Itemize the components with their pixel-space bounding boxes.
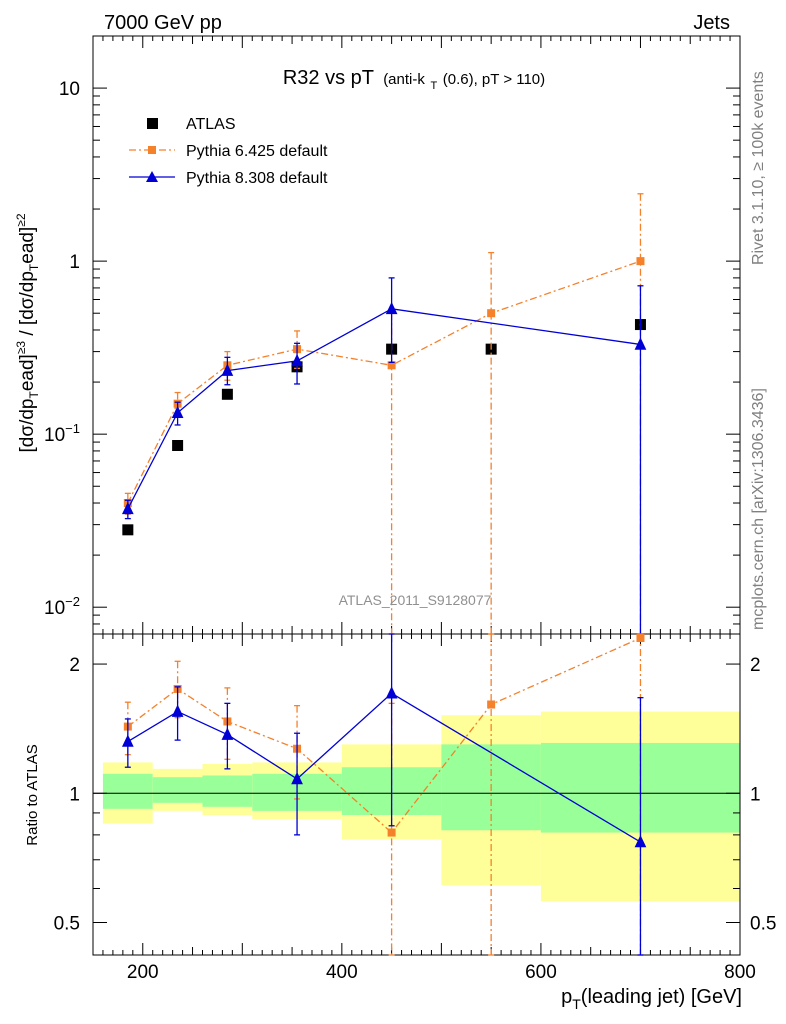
mcplots-label: mcplots.cern.ch [arXiv:1306.3436] bbox=[750, 388, 767, 630]
header-left: 7000 GeV pp bbox=[104, 12, 222, 34]
pythia8-point bbox=[171, 405, 184, 418]
x-tick-label: 600 bbox=[525, 962, 557, 983]
main-y-label: [dσ/dpTead]≥3 / [dσ/dpTead]≥2 bbox=[14, 213, 41, 452]
xlabel-main: p bbox=[561, 986, 572, 1008]
pythia8-ratio-point bbox=[221, 727, 234, 740]
tick-exponent: −2 bbox=[65, 594, 80, 609]
legend-marker-atlas bbox=[147, 118, 158, 129]
rivet-label: Rivet 3.1.10, ≥ 100k events bbox=[750, 71, 767, 265]
ylabel-part-8: ≥2 bbox=[14, 213, 28, 227]
atlas-point bbox=[221, 388, 233, 400]
x-tick-label: 200 bbox=[127, 962, 159, 983]
pythia8-ratio-point bbox=[121, 734, 134, 747]
main-y-tick-label: 10−2 bbox=[44, 594, 80, 619]
analysis-label: ATLAS_2011_S9128077 bbox=[339, 592, 492, 608]
pythia6-line bbox=[127, 260, 641, 504]
band-1sigma bbox=[152, 777, 203, 803]
pythia8-ratio-point bbox=[171, 704, 184, 717]
header-right: Jets bbox=[693, 12, 730, 34]
tick-base: 10 bbox=[44, 425, 65, 446]
ratio-y-tick-label-right: 1 bbox=[750, 784, 761, 805]
chart-title-sub-end: (0.6), pT > 110) bbox=[443, 71, 545, 88]
tick-base: 10 bbox=[59, 79, 80, 100]
pythia8-point bbox=[634, 337, 647, 350]
pythia8-point bbox=[121, 501, 134, 515]
main-y-tick-label: 10 bbox=[59, 79, 80, 100]
ratio-y-tick-label: 2 bbox=[69, 655, 80, 676]
chart-title-sub-index: T bbox=[430, 80, 437, 92]
tick-exponent: −1 bbox=[65, 421, 80, 436]
pythia8-ratio-line bbox=[127, 692, 641, 843]
chart-title-main: R32 vs pT bbox=[283, 67, 374, 89]
atlas-point bbox=[122, 524, 134, 536]
pythia8-line bbox=[127, 308, 641, 510]
pythia8-point bbox=[221, 363, 234, 376]
x-tick-label: 800 bbox=[724, 962, 756, 983]
xlabel-sub: T bbox=[572, 996, 581, 1012]
main-y-tick-label: 1 bbox=[69, 252, 80, 273]
pythia8-point bbox=[291, 353, 303, 367]
ylabel-part-6: T bbox=[27, 263, 41, 271]
main-series bbox=[121, 193, 647, 635]
pythia6-ratio-point bbox=[487, 700, 496, 709]
pythia8-ratio-point bbox=[291, 771, 303, 785]
ratio-frame bbox=[92, 633, 741, 956]
xlabel-end: (leading jet) [GeV] bbox=[581, 986, 742, 1008]
legend-label-atlas: ATLAS bbox=[186, 116, 236, 133]
ylabel-part-3: ead] bbox=[17, 354, 38, 391]
ylabel-part-5: / [dσ/dp bbox=[17, 271, 38, 341]
ratio-y-tick-label: 0.5 bbox=[54, 913, 80, 934]
pythia6-ratio-point bbox=[636, 634, 645, 643]
pythia8-ratio-point bbox=[385, 686, 398, 699]
ylabel-part-4: ≥3 bbox=[14, 341, 28, 355]
ratio-y-tick-label-right: 0.5 bbox=[750, 913, 776, 934]
ratio-series bbox=[121, 633, 647, 956]
pythia6-point bbox=[487, 309, 496, 318]
legend-marker-pythia8 bbox=[146, 171, 158, 182]
chart-title: R32 vs pT (anti-k T (0.6), pT > 110) bbox=[283, 67, 545, 94]
ylabel-part-1: [dσ/dp bbox=[17, 399, 38, 453]
legend: ATLAS Pythia 6.425 default Pythia 8.308 … bbox=[129, 116, 328, 187]
pythia6-ratio-point bbox=[387, 828, 396, 837]
legend-label-pythia8: Pythia 8.308 default bbox=[186, 170, 328, 187]
pythia6-point bbox=[387, 361, 396, 370]
ylabel-part-7: ead] bbox=[17, 227, 38, 264]
legend-label-pythia6: Pythia 6.425 default bbox=[186, 143, 328, 160]
ratio-y-tick-label-right: 2 bbox=[750, 655, 761, 676]
chart-title-sub: (anti-k bbox=[383, 71, 425, 88]
legend-marker-pythia6 bbox=[148, 146, 156, 154]
ylabel-part-2: T bbox=[27, 391, 41, 399]
ratio-bands bbox=[102, 711, 740, 902]
pythia8-point bbox=[385, 301, 398, 315]
band-1sigma bbox=[102, 773, 153, 809]
ratio-y-tick-label: 1 bbox=[69, 784, 80, 805]
atlas-point bbox=[172, 439, 184, 451]
x-axis-label: pT(leading jet) [GeV] bbox=[561, 986, 742, 1012]
tick-base: 1 bbox=[69, 252, 80, 273]
tick-base: 10 bbox=[44, 598, 65, 619]
x-tick-label: 400 bbox=[326, 962, 358, 983]
main-y-tick-label: 10−1 bbox=[44, 421, 80, 446]
ratio-y-label: Ratio to ATLAS bbox=[24, 744, 41, 845]
pythia8-ratio-point bbox=[634, 834, 647, 848]
band-1sigma bbox=[202, 775, 253, 807]
pythia6-point bbox=[636, 257, 645, 266]
